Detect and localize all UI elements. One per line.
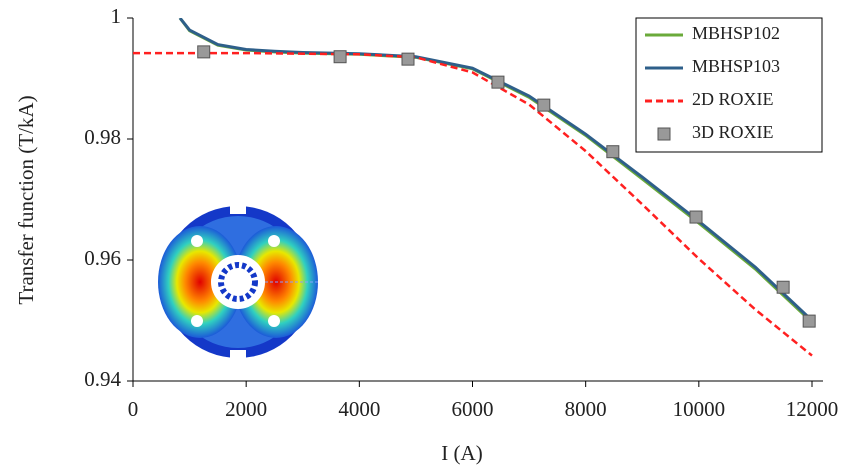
marker (606, 145, 620, 159)
marker (491, 75, 505, 89)
x-tick-label: 6000 (452, 397, 494, 421)
marker (776, 280, 790, 294)
x-tick-label: 12000 (786, 397, 839, 421)
legend-label: MBHSP103 (692, 56, 780, 76)
y-tick-label: 0.96 (84, 246, 121, 270)
x-tick-label: 8000 (565, 397, 607, 421)
series-line (133, 51, 813, 357)
y-tick-label: 1 (111, 4, 122, 28)
marker (802, 314, 816, 328)
legend-marker (657, 127, 671, 141)
x-tick-label: 2000 (225, 397, 267, 421)
y-tick-label: 0.94 (84, 367, 121, 391)
series-line (178, 18, 814, 322)
marker (333, 50, 347, 64)
x-tick-label: 4000 (338, 397, 380, 421)
y-tick-label: 0.98 (84, 125, 121, 149)
x-tick-label: 0 (128, 397, 139, 421)
legend-label: 2D ROXIE (692, 89, 774, 109)
marker (689, 210, 703, 224)
x-tick-label: 10000 (673, 397, 726, 421)
magnet-inset (158, 204, 318, 360)
y-axis-label: Transfer function (T/kA) (14, 95, 38, 304)
x-axis-label: I (A) (441, 441, 482, 465)
marker (401, 52, 415, 66)
marker (197, 45, 211, 59)
legend-label: 3D ROXIE (692, 122, 774, 142)
legend-label: MBHSP102 (692, 23, 780, 43)
marker (537, 98, 551, 112)
